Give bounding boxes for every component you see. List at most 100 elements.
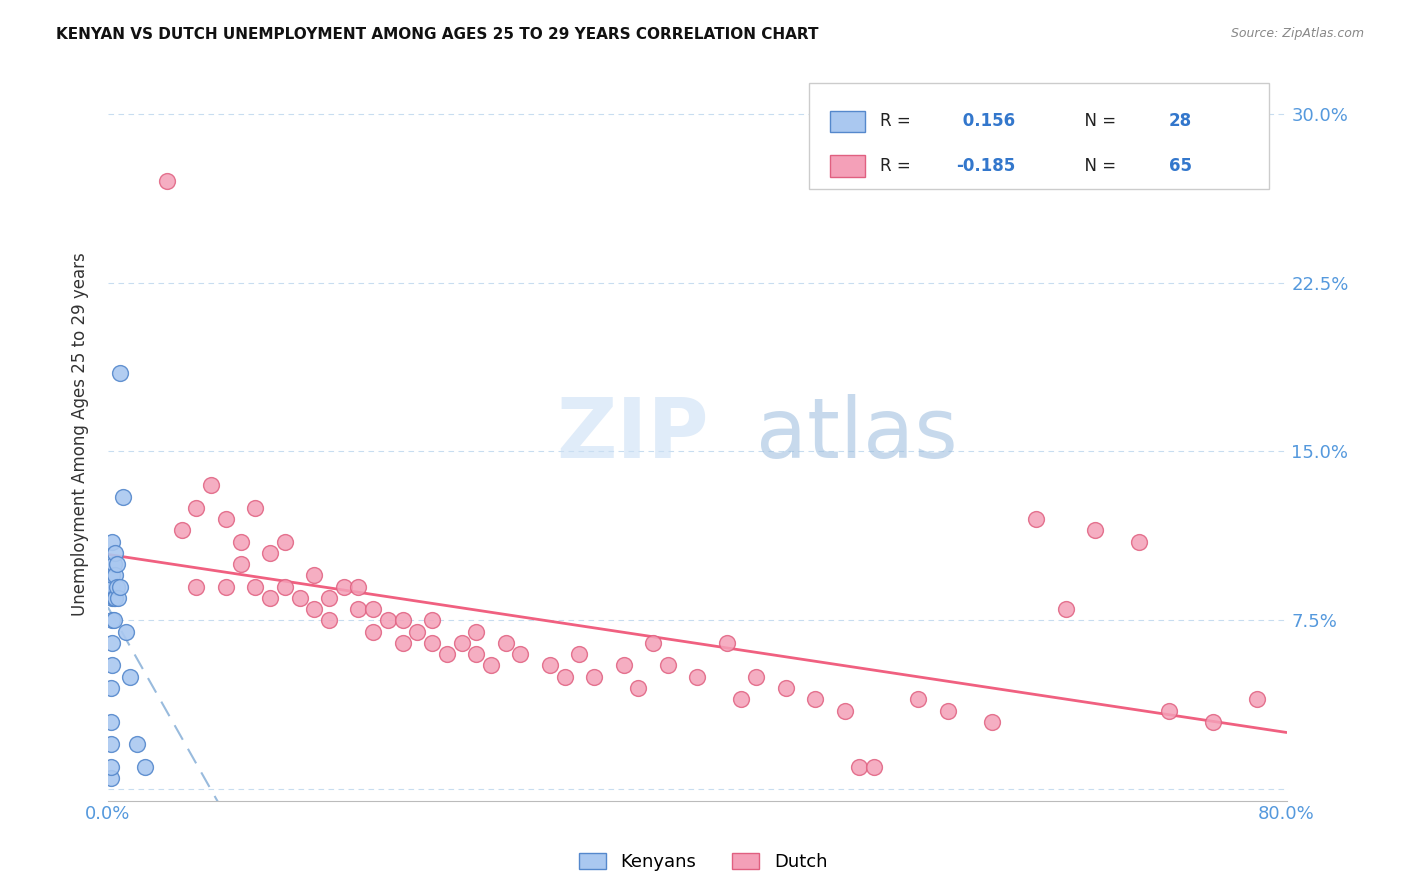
Text: KENYAN VS DUTCH UNEMPLOYMENT AMONG AGES 25 TO 29 YEARS CORRELATION CHART: KENYAN VS DUTCH UNEMPLOYMENT AMONG AGES …: [56, 27, 818, 42]
Point: [834, 704, 856, 718]
Point: [101, 534, 124, 549]
Point: [936, 704, 959, 718]
Point: [304, 602, 326, 616]
Point: [186, 500, 208, 515]
Point: [318, 591, 340, 605]
Point: [100, 714, 122, 729]
Text: 0.156: 0.156: [956, 112, 1015, 130]
Point: [100, 737, 122, 751]
Point: [200, 478, 222, 492]
Point: [583, 670, 606, 684]
Point: [907, 692, 929, 706]
Point: [848, 760, 870, 774]
Point: [406, 624, 429, 639]
Point: [465, 624, 488, 639]
Point: [104, 546, 127, 560]
Point: [229, 534, 252, 549]
Point: [1128, 534, 1150, 549]
Point: [420, 614, 443, 628]
Text: N =: N =: [1074, 157, 1122, 175]
Point: [1084, 524, 1107, 538]
Text: 65: 65: [1168, 157, 1192, 175]
Point: [347, 580, 370, 594]
Point: [100, 760, 122, 774]
Point: [1054, 602, 1077, 616]
Point: [101, 614, 124, 628]
Point: [479, 658, 502, 673]
Point: [361, 602, 384, 616]
Point: [318, 614, 340, 628]
Point: [1202, 714, 1225, 729]
Point: [259, 546, 281, 560]
Point: [509, 647, 531, 661]
Point: [391, 636, 413, 650]
Point: [361, 624, 384, 639]
Point: [613, 658, 636, 673]
Point: [568, 647, 591, 661]
Point: [108, 580, 131, 594]
Point: [1157, 704, 1180, 718]
Point: [465, 647, 488, 661]
FancyBboxPatch shape: [810, 83, 1268, 189]
Point: [186, 580, 208, 594]
Point: [657, 658, 679, 673]
Point: [554, 670, 576, 684]
Point: [274, 580, 297, 594]
Point: [686, 670, 709, 684]
Point: [101, 658, 124, 673]
Point: [107, 591, 129, 605]
Point: [120, 670, 142, 684]
Point: [538, 658, 561, 673]
Point: [215, 512, 238, 526]
Point: [495, 636, 517, 650]
FancyBboxPatch shape: [831, 155, 865, 177]
Point: [775, 681, 797, 695]
Point: [420, 636, 443, 650]
Text: R =: R =: [880, 157, 915, 175]
Point: [627, 681, 650, 695]
Point: [450, 636, 472, 650]
Text: ZIP: ZIP: [555, 394, 709, 475]
Point: [170, 524, 193, 538]
Point: [288, 591, 311, 605]
Point: [104, 591, 127, 605]
Point: [114, 624, 136, 639]
Point: [105, 557, 128, 571]
Point: [229, 557, 252, 571]
Point: [391, 614, 413, 628]
Point: [981, 714, 1004, 729]
Point: [104, 568, 127, 582]
Text: N =: N =: [1074, 112, 1122, 130]
Point: [127, 737, 149, 751]
Text: 28: 28: [1168, 112, 1192, 130]
Point: [108, 366, 131, 380]
Text: -0.185: -0.185: [956, 157, 1015, 175]
Point: [643, 636, 665, 650]
Point: [274, 534, 297, 549]
Point: [100, 681, 122, 695]
Point: [730, 692, 752, 706]
Point: [156, 174, 179, 188]
Legend: Kenyans, Dutch: Kenyans, Dutch: [571, 846, 835, 879]
Point: [804, 692, 827, 706]
Point: [245, 500, 267, 515]
Point: [101, 636, 124, 650]
Point: [347, 602, 370, 616]
Point: [745, 670, 768, 684]
Text: atlas: atlas: [756, 394, 957, 475]
Point: [134, 760, 156, 774]
Point: [245, 580, 267, 594]
Text: R =: R =: [880, 112, 915, 130]
Point: [863, 760, 886, 774]
Point: [101, 568, 124, 582]
Point: [101, 591, 124, 605]
Point: [716, 636, 738, 650]
Point: [103, 591, 125, 605]
Point: [100, 771, 122, 785]
Point: [101, 580, 124, 594]
Point: [436, 647, 458, 661]
Point: [215, 580, 238, 594]
Point: [103, 614, 125, 628]
Point: [332, 580, 354, 594]
Text: Source: ZipAtlas.com: Source: ZipAtlas.com: [1230, 27, 1364, 40]
